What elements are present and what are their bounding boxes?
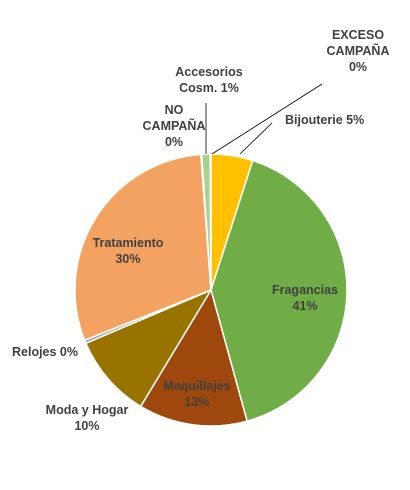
data-label-tratamiento: Tratamiento 30% xyxy=(93,236,164,266)
data-label-exceso-campana: EXCESO CAMPAÑA 0% xyxy=(327,28,390,74)
pie-slice-exceso-campana xyxy=(209,153,212,291)
data-label-fragancias: Fragancias 41% xyxy=(272,283,338,313)
data-label-maquillajes: Maquillajes 13% xyxy=(163,379,230,409)
data-label-no-campana: NO CAMPAÑA 0% xyxy=(143,103,206,149)
pie-slice-maquillajes xyxy=(139,288,249,427)
pie-slice-tratamiento xyxy=(74,153,212,342)
data-label-accesorios-cosm: Accesorios Cosm. 1% xyxy=(175,65,242,95)
data-label-bijouterie: Bijouterie 5% xyxy=(285,113,364,127)
leader-line-bijouterie xyxy=(239,122,273,155)
pie-slice-moda-y-hogar xyxy=(84,288,213,408)
data-label-moda-y-hogar: Moda y Hogar 10% xyxy=(46,403,129,433)
leader-line-exceso-campana xyxy=(211,83,323,155)
pie-slice-fragancias xyxy=(210,159,348,423)
data-label-relojes: Relojes 0% xyxy=(12,345,78,359)
